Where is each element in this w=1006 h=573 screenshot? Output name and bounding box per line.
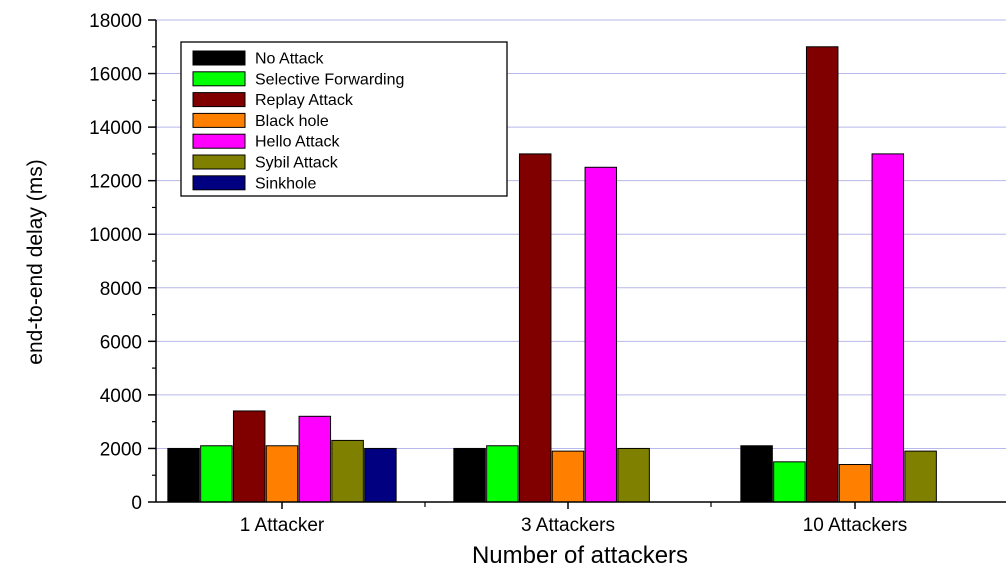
bars [167, 46, 937, 503]
bar-no-attack-2 [453, 447, 486, 503]
y-tick-label: 6000 [100, 332, 142, 353]
y-tick-label: 0 [131, 493, 142, 514]
x-tick-label: 3 Attackers [521, 515, 615, 536]
y-axis-ticks: 0 2000 4000 6000 8000 10000 12000 14000 16000 180… [89, 11, 156, 514]
y-tick-label: 16000 [89, 65, 142, 86]
legend-swatch [192, 133, 246, 149]
bar-hello-attack-1 [298, 415, 332, 503]
bar-selective-forwarding-2 [486, 445, 519, 503]
bar-replay-attack-1 [232, 410, 266, 503]
legend-label: Selective Forwarding [255, 71, 404, 88]
legend-swatch [192, 154, 246, 170]
bar-selective-forwarding-1 [200, 445, 233, 503]
legend-swatch [192, 71, 246, 87]
legend-label: No Attack [255, 51, 324, 68]
bar-sybil-attack-2 [617, 447, 650, 503]
y-tick-label: 10000 [89, 225, 142, 246]
bar-hello-attack-2 [584, 166, 618, 503]
legend-swatch [192, 50, 246, 66]
y-tick-label: 8000 [100, 279, 142, 300]
bar-sinkhole-1 [364, 447, 397, 503]
bar-black-hole-3 [838, 464, 872, 503]
bar-black-hole-2 [551, 450, 585, 503]
legend-label: Hello Attack [255, 134, 340, 151]
y-tick-label: 4000 [100, 386, 142, 407]
bar-replay-attack-3 [805, 46, 839, 503]
bar-sybil-attack-1 [331, 439, 364, 503]
bar-sybil-attack-3 [904, 450, 937, 503]
legend-swatch [192, 112, 246, 128]
legend-swatch [192, 175, 246, 191]
bar-selective-forwarding-3 [773, 461, 806, 503]
legend-label: Sinkhole [255, 175, 316, 192]
y-axis-label: end-to-end delay (ms) [24, 159, 47, 364]
x-tick-label: 1 Attacker [240, 515, 325, 536]
y-tick-label: 18000 [89, 11, 142, 32]
legend-label: Black hole [255, 113, 329, 130]
x-axis-ticks: 1 Attacker 3 Attackers 10 Attackers [240, 502, 908, 536]
bar-replay-attack-2 [518, 153, 552, 503]
bar-no-attack-1 [167, 447, 200, 503]
x-axis-label: Number of attackers [472, 542, 688, 569]
y-tick-label: 12000 [89, 172, 142, 193]
legend-label: Sybil Attack [255, 155, 339, 172]
bar-no-attack-3 [740, 445, 773, 503]
y-tick-label: 14000 [89, 118, 142, 139]
bar-hello-attack-3 [871, 153, 905, 503]
x-tick-label: 10 Attackers [803, 515, 908, 536]
legend-swatch [192, 92, 246, 108]
y-tick-label: 2000 [100, 439, 142, 460]
bar-black-hole-1 [265, 445, 299, 503]
legend: No Attack Selective Forwarding Replay Atta… [180, 41, 508, 197]
legend-label: Replay Attack [255, 92, 354, 109]
